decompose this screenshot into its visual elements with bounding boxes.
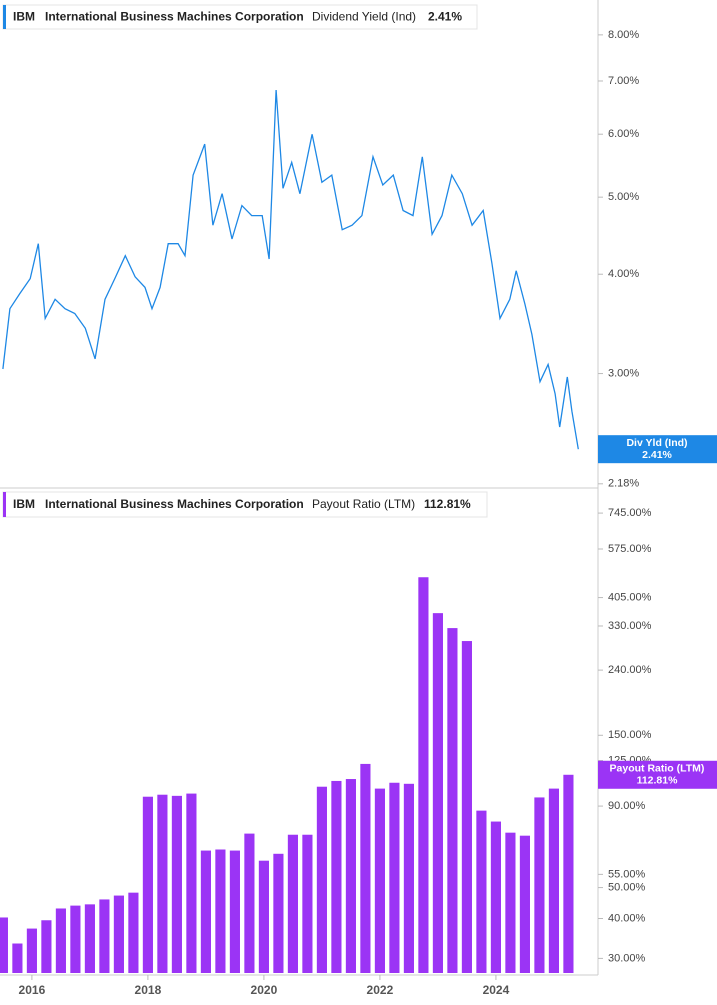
x-tick-label: 2024 (483, 983, 510, 997)
bar (331, 780, 342, 973)
ticker: IBM (13, 10, 35, 24)
badge-value: 2.41% (642, 449, 672, 461)
bar (432, 613, 443, 973)
bar (563, 774, 574, 973)
bar (171, 795, 182, 973)
y-tick-label: 745.00% (608, 507, 652, 519)
bar (316, 786, 327, 973)
y-tick-label: 90.00% (608, 800, 646, 812)
y-tick-label: 7.00% (608, 75, 639, 87)
bar (142, 796, 153, 973)
y-tick-label: 3.00% (608, 367, 639, 379)
bar (476, 810, 487, 973)
company: International Business Machines Corporat… (45, 10, 304, 24)
x-tick-label: 2018 (135, 983, 162, 997)
bar (302, 834, 313, 973)
value-badge (598, 760, 717, 789)
y-tick-label: 240.00% (608, 664, 652, 676)
x-tick-label: 2022 (367, 983, 394, 997)
yield-panel: 2.18% 3.00% 4.00% 5.00% 6.00% 7.00% 8.00% Div Y… (2, 29, 717, 490)
bar (215, 849, 226, 973)
bar (418, 577, 429, 973)
bar (345, 779, 356, 973)
header-accent (3, 5, 6, 29)
bar (0, 917, 8, 973)
y-tick-label: 30.00% (608, 952, 646, 964)
bar (534, 797, 545, 973)
bar (258, 860, 269, 973)
bar (244, 833, 255, 973)
header-box (2, 4, 478, 30)
value-badge (598, 435, 717, 464)
y-tick-label: 405.00% (608, 591, 652, 603)
metric-value: 112.81% (424, 497, 471, 511)
bar (186, 793, 197, 973)
bar (548, 788, 559, 973)
bar (273, 853, 284, 973)
bar (41, 920, 52, 973)
bar (200, 850, 211, 973)
y-tick-label: 5.00% (608, 191, 639, 203)
ticker: IBM (13, 497, 35, 511)
y-tick-label: 575.00% (608, 543, 652, 555)
y-tick-label: 55.00% (608, 868, 646, 880)
bar (99, 899, 110, 973)
bar (12, 943, 23, 973)
payout-panel: 30.00%40.00%50.00%55.00%90.00%125.00%150… (0, 507, 717, 997)
header-top: IBM International Business Machines Corp… (2, 4, 478, 30)
badge-name: Div Yld (Ind) (626, 437, 687, 449)
y-tick-label: 40.00% (608, 912, 646, 924)
bar (374, 788, 385, 973)
badge-name: Payout Ratio (LTM) (610, 763, 705, 775)
bar (26, 928, 37, 973)
bar (84, 904, 95, 973)
bar (360, 763, 371, 973)
bar (519, 835, 530, 973)
metric-value: 2.41% (428, 10, 462, 24)
y-tick-label: 4.00% (608, 268, 639, 280)
bar (505, 832, 516, 973)
bar (55, 908, 66, 973)
x-tick-label: 2020 (251, 983, 278, 997)
badge-value: 112.81% (637, 775, 679, 787)
company: International Business Machines Corporat… (45, 497, 304, 511)
metric: Payout Ratio (LTM) (312, 497, 415, 511)
x-tick-label: 2016 (19, 983, 46, 997)
bar (461, 641, 472, 973)
header-accent (3, 492, 6, 517)
header-box (2, 491, 488, 518)
bar (447, 628, 458, 973)
bar (403, 783, 414, 973)
y-tick-label: 150.00% (608, 729, 652, 741)
yield-line (2, 89, 579, 450)
bar (229, 850, 240, 973)
bar (128, 892, 139, 973)
y-tick-label: 2.18% (608, 478, 639, 490)
bar (113, 895, 124, 973)
bar (157, 794, 168, 973)
y-tick-label: 50.00% (608, 881, 646, 893)
bar (287, 834, 298, 973)
y-tick-label: 330.00% (608, 620, 652, 632)
y-tick-label: 6.00% (608, 128, 639, 140)
metric: Dividend Yield (Ind) (312, 10, 416, 24)
header-bottom: IBM International Business Machines Corp… (2, 491, 488, 518)
bar (70, 905, 81, 973)
bar (490, 821, 501, 973)
bar (389, 782, 400, 973)
y-tick-label: 8.00% (608, 29, 639, 41)
